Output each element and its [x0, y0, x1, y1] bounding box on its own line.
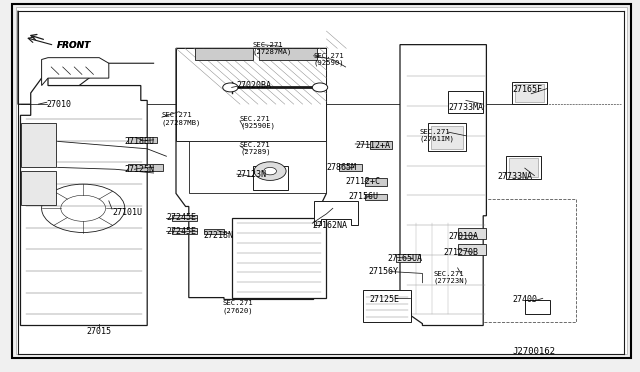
Circle shape: [312, 83, 328, 92]
Text: 27101U: 27101U: [112, 208, 142, 217]
Text: 27733NA: 27733NA: [498, 172, 533, 181]
Text: SEC.271
(27723N): SEC.271 (27723N): [434, 270, 469, 284]
Text: J2700162: J2700162: [512, 347, 555, 356]
Text: 27165F: 27165F: [512, 85, 542, 94]
Bar: [21, 123, 56, 167]
Text: 27245E: 27245E: [166, 213, 196, 222]
Bar: [339, 164, 362, 171]
Bar: [458, 244, 486, 255]
Polygon shape: [400, 45, 486, 326]
Polygon shape: [176, 48, 326, 299]
Text: 27865M: 27865M: [326, 163, 356, 172]
Bar: [458, 228, 486, 239]
Polygon shape: [204, 229, 224, 234]
Text: 27010: 27010: [47, 100, 72, 109]
Text: SEC.271
(92590E): SEC.271 (92590E): [240, 116, 275, 129]
Bar: [365, 178, 387, 186]
Text: 27112+C: 27112+C: [346, 177, 381, 186]
Text: SEC.271
(27620): SEC.271 (27620): [223, 300, 253, 314]
Text: 27125N: 27125N: [125, 165, 155, 174]
Bar: [232, 218, 326, 298]
Text: 27162NA: 27162NA: [312, 221, 348, 230]
Polygon shape: [42, 58, 109, 86]
Bar: [428, 123, 466, 151]
Text: SEC.271
(27287MA): SEC.271 (27287MA): [253, 42, 292, 55]
Bar: [172, 215, 197, 221]
Bar: [172, 228, 197, 234]
Text: 27188U: 27188U: [125, 137, 155, 146]
Text: 271270B: 271270B: [444, 248, 479, 257]
Bar: [128, 164, 163, 171]
Circle shape: [264, 167, 276, 175]
Circle shape: [254, 162, 286, 180]
Text: SEC.271
(92590): SEC.271 (92590): [314, 53, 344, 66]
Bar: [370, 141, 392, 149]
Bar: [21, 171, 56, 205]
Text: 27156Y: 27156Y: [368, 267, 398, 276]
Text: 27218N: 27218N: [204, 231, 234, 240]
Text: 27010A: 27010A: [448, 232, 478, 241]
Bar: [128, 137, 157, 143]
Bar: [431, 126, 463, 149]
Bar: [396, 254, 420, 262]
Bar: [506, 156, 541, 179]
Bar: [512, 82, 547, 104]
Polygon shape: [176, 48, 326, 141]
Text: 27123N: 27123N: [237, 170, 267, 179]
Text: FRONT: FRONT: [56, 41, 91, 50]
Bar: [253, 166, 288, 190]
Text: FRONT: FRONT: [56, 41, 91, 50]
Text: 27733MA: 27733MA: [448, 103, 483, 112]
Text: 27156U: 27156U: [349, 192, 379, 201]
Bar: [363, 290, 411, 322]
Text: SEC.271
(2761IM): SEC.271 (2761IM): [419, 129, 454, 142]
Text: 27125E: 27125E: [370, 295, 400, 304]
Text: 27400: 27400: [512, 295, 537, 304]
Text: 27015: 27015: [86, 327, 112, 336]
Bar: [189, 141, 326, 193]
Polygon shape: [20, 78, 147, 326]
Circle shape: [223, 83, 238, 92]
Bar: [515, 84, 544, 102]
Bar: [509, 158, 538, 177]
Text: 27245E: 27245E: [166, 227, 196, 236]
Text: 27165UA: 27165UA: [387, 254, 422, 263]
Bar: [259, 48, 317, 60]
Text: SEC.271
(27289): SEC.271 (27289): [240, 142, 271, 155]
Bar: [525, 300, 550, 314]
Text: 27020BA: 27020BA: [237, 81, 272, 90]
Polygon shape: [314, 201, 358, 225]
Text: 27112+A: 27112+A: [355, 141, 390, 150]
Bar: [365, 194, 387, 200]
Bar: [195, 48, 253, 60]
Bar: [448, 91, 483, 113]
Text: SEC.271
(27287MB): SEC.271 (27287MB): [162, 112, 202, 126]
